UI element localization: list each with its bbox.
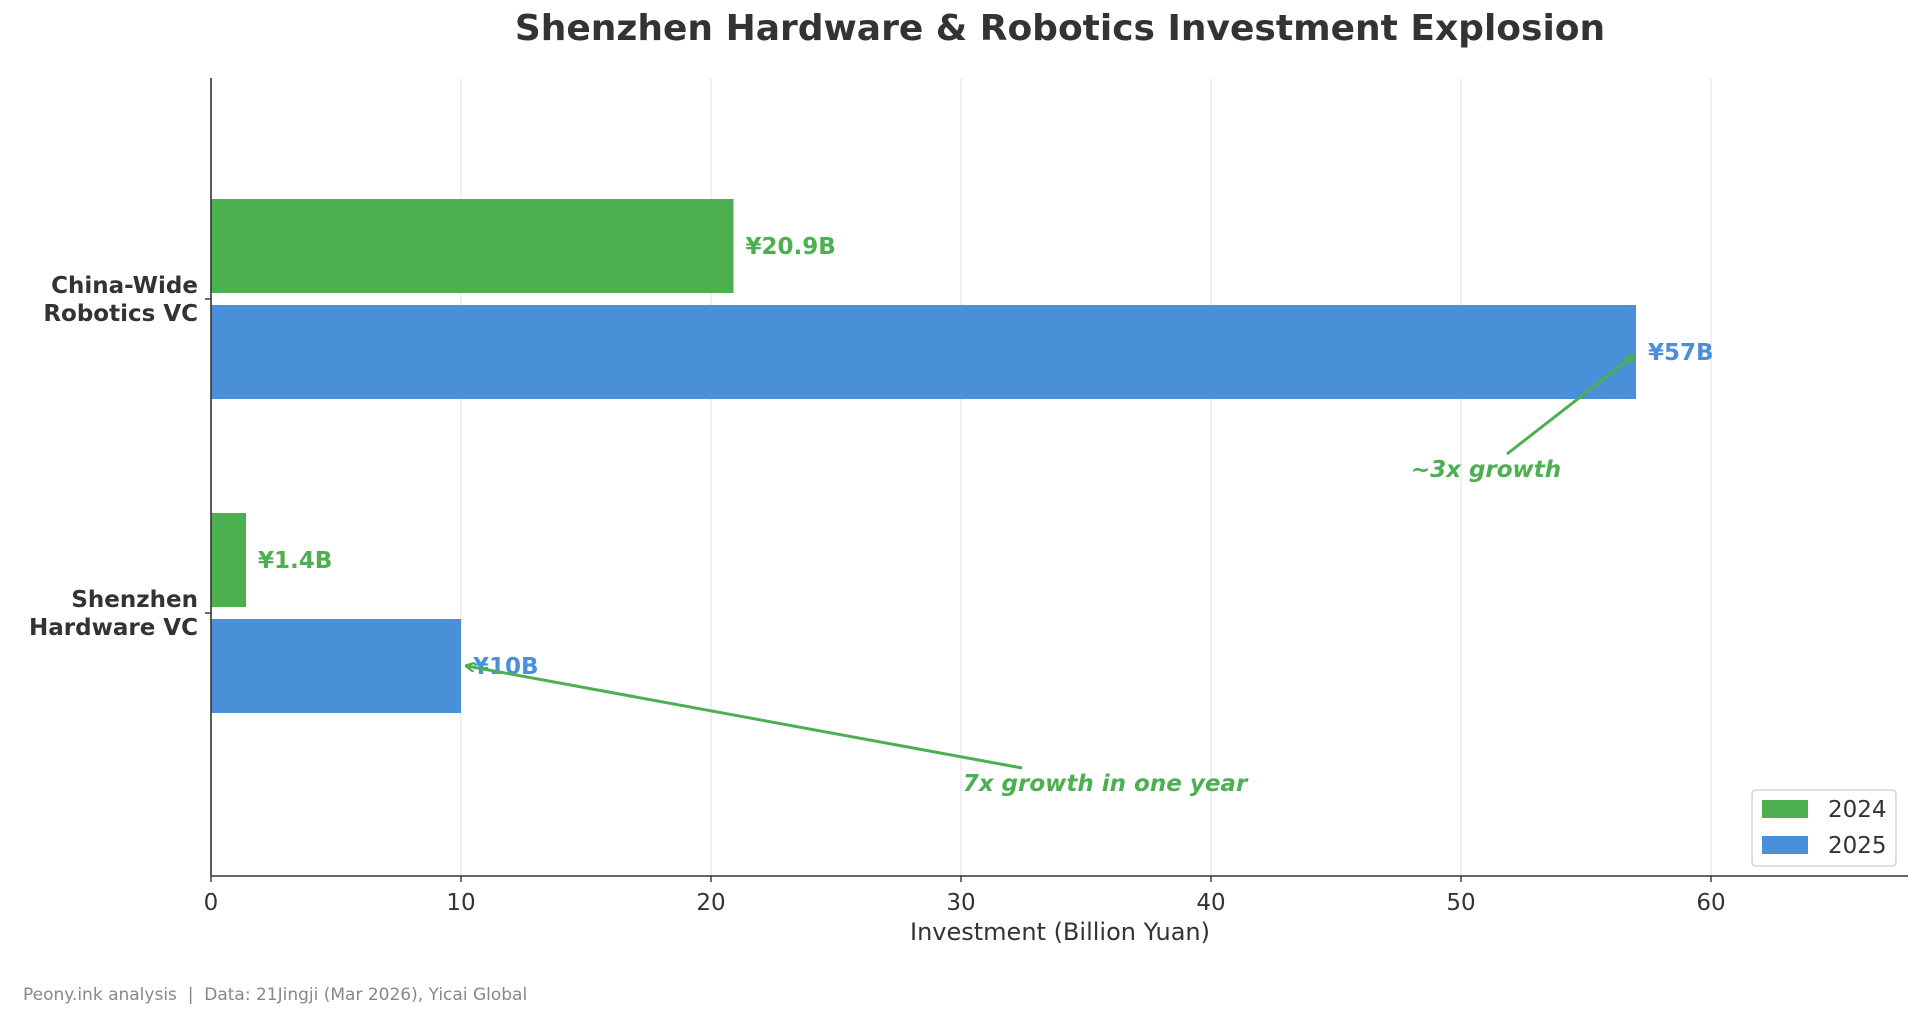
legend-label-2024: 2024 xyxy=(1828,797,1887,823)
x-tick-label: 0 xyxy=(204,890,219,916)
legend-swatch-2024 xyxy=(1762,800,1808,818)
x-tick-label: 60 xyxy=(1696,890,1725,916)
bar-value-label: ¥1.4B xyxy=(258,548,332,574)
x-axis-title: Investment (Billion Yuan) xyxy=(910,918,1210,946)
bar-2024-0 xyxy=(211,199,734,293)
footer-source: Peony.ink analysis | Data: 21Jingji (Mar… xyxy=(23,985,527,1005)
bar-2025-1 xyxy=(211,619,461,713)
legend: 2024 2025 xyxy=(1751,789,1897,867)
bar-value-label: ¥20.9B xyxy=(746,234,836,260)
annotation-arrow-7x xyxy=(467,666,1023,770)
chart-title: Shenzhen Hardware & Robotics Investment … xyxy=(515,8,1605,49)
bar-value-label: ¥57B xyxy=(1648,340,1714,366)
annotation-arrow-3x xyxy=(1506,356,1633,456)
annotation-7x-growth: 7x growth in one year xyxy=(963,771,1249,797)
bars-layer xyxy=(211,199,1636,713)
x-tick-label: 10 xyxy=(446,890,475,916)
category-label: China-Wide Robotics VC xyxy=(43,273,198,327)
bar-2025-0 xyxy=(211,305,1636,399)
axes-layer: 0 10 20 30 40 50 60 China-Wide Robotics VC Shenzh… xyxy=(29,78,1908,916)
bar-2024-1 xyxy=(211,513,246,607)
annotation-3x-growth: ~3x growth xyxy=(1411,457,1561,483)
annotation-layer: ~3x growth 7x growth in one year xyxy=(467,356,1633,797)
legend-label-2025: 2025 xyxy=(1828,833,1887,859)
category-label: Shenzhen Hardware VC xyxy=(29,587,198,641)
x-tick-label: 20 xyxy=(696,890,725,916)
x-tick-label: 40 xyxy=(1196,890,1225,916)
x-tick-label: 30 xyxy=(946,890,975,916)
x-tick-label: 50 xyxy=(1446,890,1475,916)
legend-swatch-2025 xyxy=(1762,836,1808,854)
